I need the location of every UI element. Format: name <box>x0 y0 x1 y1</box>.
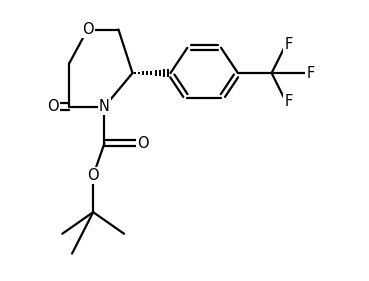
Text: F: F <box>306 65 314 81</box>
Text: F: F <box>284 94 293 109</box>
Text: N: N <box>99 99 110 114</box>
Text: O: O <box>87 168 99 183</box>
Text: O: O <box>137 136 149 151</box>
Text: O: O <box>47 99 59 114</box>
Text: F: F <box>284 37 293 53</box>
Text: O: O <box>82 22 93 37</box>
